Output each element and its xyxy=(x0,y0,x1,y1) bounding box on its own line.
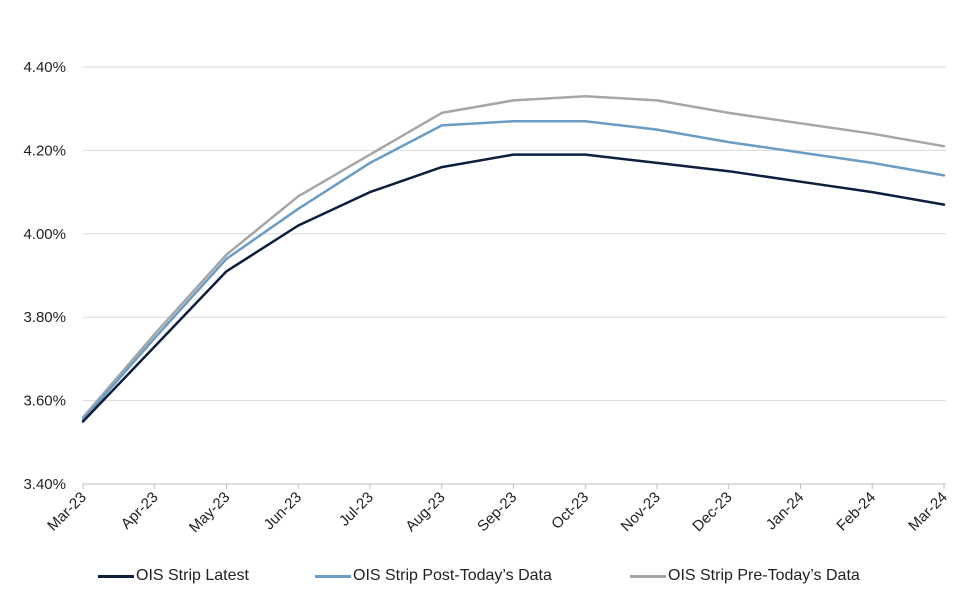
series-line-0 xyxy=(81,153,946,423)
legend-swatch-post xyxy=(315,574,351,578)
x-tick-label: Mar-23 xyxy=(44,489,90,535)
y-tick-label: 4.40% xyxy=(23,59,66,76)
legend-item-latest: OIS Strip Latest xyxy=(98,567,249,585)
y-tick-label: 4.20% xyxy=(23,142,66,159)
x-tick-label: Aug-23 xyxy=(402,489,448,535)
series-lines xyxy=(81,94,946,423)
legend-item-pre: OIS Strip Pre-Today’s Data xyxy=(630,567,860,585)
x-tick-label: Feb-24 xyxy=(833,489,879,535)
x-tick-label: Dec-23 xyxy=(689,489,735,535)
legend-label-pre: OIS Strip Pre-Today’s Data xyxy=(668,567,860,584)
legend-swatch-latest xyxy=(98,574,134,578)
series-line-1 xyxy=(81,119,946,421)
y-tick-label: 3.60% xyxy=(23,393,66,410)
x-axis-ticks: Mar-23 Apr-23 May-23 Jun-23 Jul-23 Aug-23 Sep-… xyxy=(44,489,951,536)
y-axis-ticks: 3.40% 3.60% 3.80% 4.00% 4.20% 4.40% xyxy=(23,59,66,493)
gridlines xyxy=(83,66,946,402)
x-tick-label: Oct-23 xyxy=(548,489,592,533)
legend-item-post: OIS Strip Post-Today’s Data xyxy=(315,567,552,585)
legend: OIS Strip Latest OIS Strip Post-Today’s … xyxy=(0,567,980,591)
x-tick-label: May-23 xyxy=(186,489,233,536)
x-tick-label: Jan-24 xyxy=(763,489,807,533)
x-tick-label: Jun-23 xyxy=(261,489,305,533)
y-tick-label: 3.80% xyxy=(23,309,66,326)
x-tick-label: Sep-23 xyxy=(474,489,520,535)
line-chart: 3.40% 3.60% 3.80% 4.00% 4.20% 4.40% Mar-23 Apr… xyxy=(23,59,951,536)
legend-label-latest: OIS Strip Latest xyxy=(136,567,249,584)
legend-swatch-pre xyxy=(630,574,666,578)
x-axis xyxy=(82,483,946,489)
x-tick-label: Jul-23 xyxy=(336,489,377,530)
x-tick-label: Mar-24 xyxy=(905,489,951,535)
y-tick-label: 3.40% xyxy=(23,476,66,493)
series-line-2 xyxy=(81,94,946,419)
legend-label-post: OIS Strip Post-Today’s Data xyxy=(353,567,552,584)
x-tick-label: Apr-23 xyxy=(118,489,162,533)
x-tick-label: Nov-23 xyxy=(618,489,664,535)
y-tick-label: 4.00% xyxy=(23,226,66,243)
